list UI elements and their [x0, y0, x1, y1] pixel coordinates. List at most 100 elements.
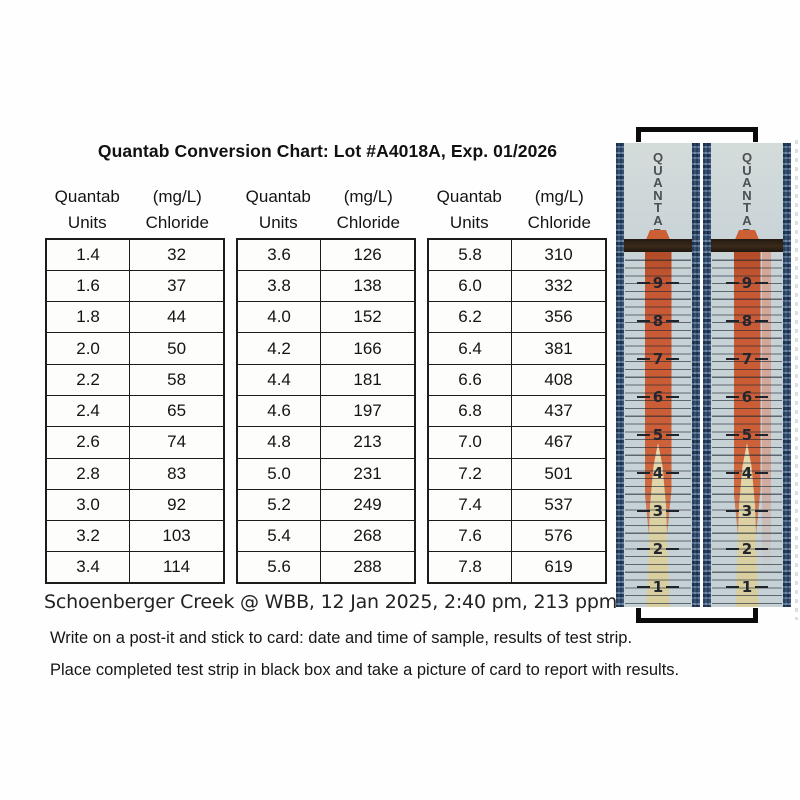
scale-number: 1	[741, 578, 753, 596]
scale-number: 1	[652, 578, 664, 596]
chloride-header-line2: Chloride	[336, 213, 400, 232]
scale-mark-2: 2	[711, 541, 783, 557]
table-cell: 3.8	[236, 269, 322, 303]
table-row: 4.0 152	[236, 301, 416, 334]
scale-mark-8: 8	[711, 313, 783, 329]
units-header-line2: Units	[449, 213, 489, 232]
scale-mark-4: 4	[624, 465, 692, 481]
table-row: 3.4 114	[45, 551, 225, 584]
scale-dash	[666, 433, 680, 437]
scan-edge-noise	[795, 140, 798, 620]
table-row: 7.4 537	[427, 488, 607, 522]
scale-number: 3	[741, 502, 753, 520]
table-cell: 74	[129, 426, 225, 459]
table-row: 6.6 408	[427, 363, 607, 396]
table-row: 4.8 213	[236, 426, 416, 459]
black-box-bracket-top	[636, 127, 758, 142]
table-cell: 288	[320, 551, 416, 584]
scale-dash	[755, 509, 769, 513]
table-cell: 4.8	[236, 426, 322, 459]
scale-number: 2	[652, 540, 664, 558]
table-header: Quantab Units (mg/L) Chloride	[427, 184, 607, 236]
table-cell: 213	[320, 426, 416, 459]
units-header-line1: Quantab	[54, 187, 120, 206]
table-cell: 197	[320, 394, 416, 428]
table-row: 5.2 249	[236, 488, 416, 522]
table-cell: 310	[511, 238, 607, 271]
quantab-letter: U	[742, 162, 752, 178]
scale-dash	[636, 509, 650, 513]
conversion-table: 3.6 126 3.8 138 4.0 152 4.2 166 4.4 181 4.6 197 4.8 2…	[236, 238, 416, 585]
table-cell: 92	[129, 488, 225, 522]
brown-band	[711, 239, 783, 252]
table-cell: 408	[511, 363, 607, 396]
chloride-header-line1: (mg/L)	[152, 187, 202, 206]
scale-number: 6	[741, 388, 753, 406]
quantab-letter: A	[653, 212, 663, 228]
conversion-table: 5.8 310 6.0 332 6.2 356 6.4 381 6.6 408 6.8 437 7.0 4…	[427, 238, 607, 585]
scale-dash	[755, 281, 769, 285]
table-row: 3.8 138	[236, 269, 416, 303]
table-cell: 4.2	[236, 332, 322, 365]
test-strip-right: QUANTAB 9 8 7 6 5 4 3 2 1	[703, 143, 791, 607]
table-cell: 5.2	[236, 488, 322, 522]
quantab-letter: T	[654, 200, 662, 216]
table-cell: 50	[129, 332, 225, 365]
scale-mark-3: 3	[711, 503, 783, 519]
quantab-letter: T	[743, 200, 751, 216]
chloride-header-line1: (mg/L)	[534, 187, 584, 206]
scale-number: 4	[741, 464, 753, 482]
table-row: 1.4 32	[45, 238, 225, 271]
scale-dash	[636, 319, 650, 323]
chart-title: Quantab Conversion Chart: Lot #A4018A, E…	[97, 141, 558, 161]
scale-dash	[725, 395, 739, 399]
table-cell: 114	[129, 551, 225, 584]
quantab-letter: A	[742, 175, 752, 191]
scale-dash	[666, 357, 680, 361]
table-row: 1.8 44	[45, 301, 225, 334]
scale-mark-2: 2	[624, 541, 692, 557]
scale-dash	[666, 547, 680, 551]
strip-edge	[692, 143, 700, 607]
table-row: 7.0 467	[427, 426, 607, 459]
table-row: 3.2 103	[45, 520, 225, 553]
table-cell: 3.6	[236, 238, 322, 271]
table-cell: 4.4	[236, 363, 322, 396]
tick-lines	[712, 253, 782, 607]
scale-dash	[666, 471, 680, 475]
scale-mark-1: 1	[711, 579, 783, 595]
table-cell: 4.6	[236, 394, 322, 428]
quantab-vertical-label: QUANTAB	[624, 151, 692, 240]
table-row: 2.4 65	[45, 394, 225, 428]
instruction-line-2: Place completed test strip in black box …	[50, 661, 680, 679]
table-row: 1.6 37	[45, 269, 225, 303]
table-cell: 6.0	[427, 269, 513, 303]
units-header-line2: Units	[67, 213, 107, 232]
scale-number: 5	[741, 426, 753, 444]
scale-dash	[636, 357, 650, 361]
scale-number: 9	[741, 274, 753, 292]
table-cell: 619	[511, 551, 607, 584]
quantab-letter: Q	[741, 150, 753, 165]
strip-edge	[616, 143, 624, 607]
table-cell: 501	[511, 457, 607, 490]
scale-number: 6	[652, 388, 664, 406]
scale-number: 2	[741, 540, 753, 558]
conversion-table-1: Quantab Units (mg/L) Chloride 1.4 32 1.6 37…	[45, 184, 225, 585]
scale-mark-9: 9	[711, 275, 783, 291]
scale-mark-3: 3	[624, 503, 692, 519]
scale-dash	[755, 357, 769, 361]
table-cell: 4.0	[236, 301, 322, 334]
table-cell: 6.2	[427, 301, 513, 334]
table-row: 5.0 231	[236, 457, 416, 490]
table-cell: 126	[320, 238, 416, 271]
scale-mark-9: 9	[624, 275, 692, 291]
table-cell: 58	[129, 363, 225, 396]
table-row: 4.2 166	[236, 332, 416, 365]
scale-mark-5: 5	[711, 427, 783, 443]
table-cell: 83	[129, 457, 225, 490]
table-cell: 1.6	[45, 269, 131, 303]
scale-dash	[725, 547, 739, 551]
chloride-header-line1: (mg/L)	[343, 187, 393, 206]
